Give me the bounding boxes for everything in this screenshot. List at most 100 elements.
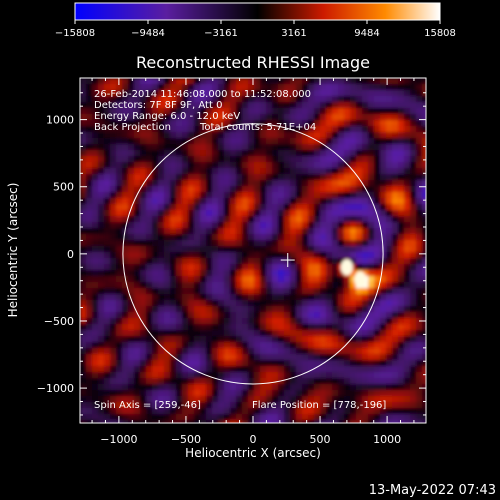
heatmap-cell — [128, 354, 135, 361]
heatmap-cell — [98, 228, 105, 235]
heatmap-cell — [128, 414, 135, 421]
heatmap-cell — [206, 204, 213, 211]
heatmap-cell — [164, 264, 171, 271]
heatmap-cell — [320, 198, 327, 205]
heatmap-cell — [104, 378, 111, 385]
axis-ticks — [80, 78, 426, 423]
heatmap-cell — [308, 300, 315, 307]
heatmap-cell — [242, 192, 249, 199]
heatmap-cell — [224, 210, 231, 217]
heatmap-cell — [116, 408, 123, 415]
heatmap-cell — [146, 258, 153, 265]
heatmap-cell — [110, 234, 117, 241]
heatmap-cell — [296, 336, 303, 343]
heatmap-cell — [248, 420, 255, 423]
heatmap-cell — [212, 210, 219, 217]
heatmap-cell — [362, 330, 369, 337]
heatmap-cell — [188, 258, 195, 265]
heatmap-cell — [134, 390, 141, 397]
heatmap-cell — [296, 258, 303, 265]
heatmap-cell — [122, 84, 129, 91]
heatmap-cell — [200, 366, 207, 373]
heatmap-cell — [344, 306, 351, 313]
heatmap-cell — [92, 354, 99, 361]
heatmap-cell — [266, 270, 273, 277]
heatmap-cell — [212, 336, 219, 343]
heatmap-cell — [164, 396, 171, 403]
heatmap-cell — [140, 138, 147, 145]
heatmap-cell — [320, 396, 327, 403]
heatmap-cell — [302, 216, 309, 223]
heatmap-cell — [236, 120, 243, 127]
heatmap-cell — [392, 204, 399, 211]
heatmap-cell — [266, 78, 273, 85]
heatmap-cell — [170, 372, 177, 379]
heatmap-cell — [278, 300, 285, 307]
heatmap-cell — [278, 216, 285, 223]
heatmap-cell — [176, 186, 183, 193]
heatmap-cell — [110, 294, 117, 301]
heatmap-cell — [98, 396, 105, 403]
heatmap-cell — [254, 150, 261, 157]
heatmap-cell — [218, 210, 225, 217]
heatmap-cell — [344, 192, 351, 199]
heatmap-cell — [194, 84, 201, 91]
heatmap-cell — [86, 360, 93, 367]
heatmap-cell — [374, 354, 381, 361]
heatmap-cell — [410, 180, 417, 187]
heatmap-cell — [326, 78, 333, 85]
heatmap-cell — [230, 210, 237, 217]
heatmap-cell — [392, 126, 399, 133]
heatmap-cell — [404, 102, 411, 109]
heatmap-cell — [122, 222, 129, 229]
heatmap-cell — [422, 402, 426, 409]
heatmap-cell — [338, 126, 345, 133]
heatmap-cell — [212, 318, 219, 325]
heatmap-cell — [242, 216, 249, 223]
heatmap-cell — [398, 126, 405, 133]
heatmap-cell — [92, 108, 99, 115]
heatmap-cell — [176, 288, 183, 295]
heatmap-cell — [260, 156, 267, 163]
heatmap-cell — [374, 318, 381, 325]
heatmap-cell — [194, 102, 201, 109]
heatmap-cell — [158, 168, 165, 175]
heatmap-cell — [392, 336, 399, 343]
heatmap-cell — [218, 288, 225, 295]
heatmap-cell — [380, 342, 387, 349]
heatmap-cell — [242, 252, 249, 259]
heatmap-cell — [134, 330, 141, 337]
heatmap-cell — [254, 264, 261, 271]
heatmap-cell — [338, 108, 345, 115]
heatmap-cell — [164, 408, 171, 415]
heatmap-cell — [242, 240, 249, 247]
heatmap-cell — [422, 378, 426, 385]
heatmap-cell — [122, 144, 129, 151]
heatmap-cell — [188, 420, 195, 423]
heatmap-cell — [134, 318, 141, 325]
heatmap-cell — [374, 78, 381, 85]
heatmap-cell — [302, 306, 309, 313]
heatmap-cell — [128, 336, 135, 343]
heatmap-cell — [158, 306, 165, 313]
heatmap-cell — [218, 168, 225, 175]
heatmap-cell — [200, 138, 207, 145]
heatmap-cell — [248, 126, 255, 133]
heatmap-cell — [110, 360, 117, 367]
heatmap-cell — [194, 282, 201, 289]
heatmap-cell — [398, 384, 405, 391]
heatmap-cell — [140, 336, 147, 343]
heatmap-cell — [380, 84, 387, 91]
heatmap-cell — [116, 372, 123, 379]
heatmap-cell — [188, 300, 195, 307]
heatmap-cell — [248, 192, 255, 199]
heatmap-cell — [296, 378, 303, 385]
heatmap-cell — [152, 366, 159, 373]
heatmap-cell — [410, 336, 417, 343]
heatmap-cell — [278, 324, 285, 331]
heatmap-cell — [86, 126, 93, 133]
heatmap-cell — [380, 114, 387, 121]
heatmap-cell — [158, 252, 165, 259]
heatmap-cell — [176, 396, 183, 403]
heatmap-cell — [200, 222, 207, 229]
